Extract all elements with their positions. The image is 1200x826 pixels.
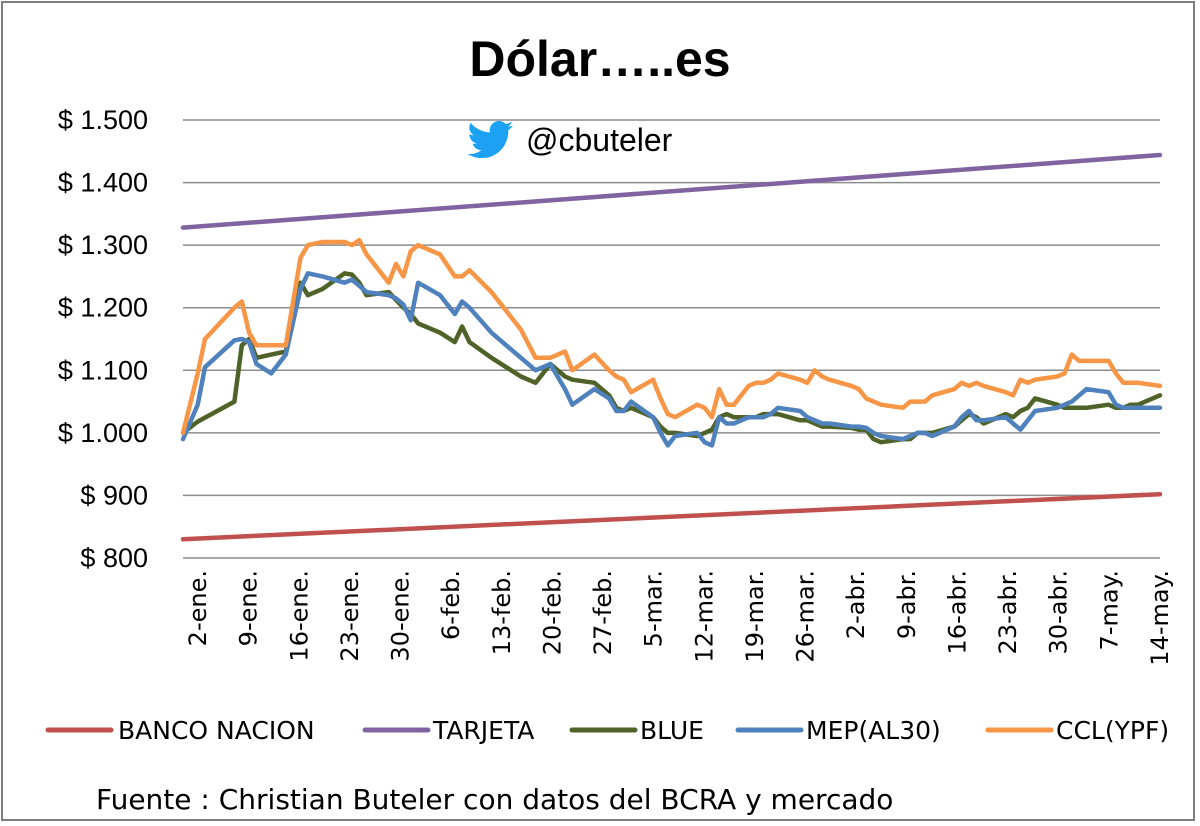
x-tick-label: 27-feb. xyxy=(589,570,617,655)
y-axis-ticks: $ 800 $ 900 $ 1.000 $ 1.100 $ 1.200 $ 1.300 $ … xyxy=(58,105,148,573)
y-tick-label: $ 1.400 xyxy=(58,168,148,198)
series-line-tarjeta xyxy=(180,152,1163,230)
y-tick-label: $ 1.200 xyxy=(58,293,148,323)
legend-label: CCL(YPF) xyxy=(1056,716,1169,745)
y-tick-label: $ 1.100 xyxy=(58,355,148,385)
x-tick-label: 2-abr. xyxy=(842,570,870,639)
chart-title: Dólar…..es xyxy=(469,31,731,87)
twitter-bird-icon xyxy=(468,121,514,159)
x-tick-label: 30-abr. xyxy=(1045,570,1073,654)
legend-label: TARJETA xyxy=(432,716,534,745)
x-tick-label: 9-ene. xyxy=(235,570,263,646)
subtitle-handle: @cbuteler xyxy=(526,121,673,158)
x-tick-label: 16-abr. xyxy=(943,570,971,654)
x-tick-label: 6-feb. xyxy=(437,570,465,640)
x-axis-ticks: 2-ene. 9-ene. 16-ene. 23-ene. 30-ene. 6-feb. 1… xyxy=(184,570,1174,666)
x-tick-label: 26-mar. xyxy=(792,570,820,663)
legend-label: BLUE xyxy=(640,716,704,745)
series-line-ccl-ypf xyxy=(180,237,1163,436)
x-tick-label: 23-abr. xyxy=(994,570,1022,654)
x-tick-label: 5-mar. xyxy=(640,570,668,647)
x-tick-label: 9-abr. xyxy=(893,570,921,639)
x-tick-label: 30-ene. xyxy=(387,570,415,662)
y-tick-label: $ 800 xyxy=(80,543,148,573)
x-tick-label: 16-ene. xyxy=(285,570,313,662)
x-tick-label: 13-feb. xyxy=(488,570,516,655)
x-tick-label: 7-may. xyxy=(1095,570,1123,650)
series-line-banco-nacion xyxy=(180,491,1163,542)
x-tick-label: 19-mar. xyxy=(741,570,769,663)
gridlines xyxy=(183,119,1160,559)
legend-label: BANCO NACION xyxy=(118,716,315,745)
y-tick-label: $ 1.300 xyxy=(58,230,148,260)
x-tick-label: 23-ene. xyxy=(336,570,364,662)
x-tick-label: 12-mar. xyxy=(690,570,718,663)
x-tick-label: 20-feb. xyxy=(538,570,566,655)
x-tick-label: 2-ene. xyxy=(184,570,212,646)
legend: BANCO NACION TARJETA BLUE MEP(AL30) CCL(YPF) xyxy=(45,716,1169,745)
series-line-mep-al30 xyxy=(180,271,1163,448)
series-lines xyxy=(180,152,1163,542)
legend-label: MEP(AL30) xyxy=(806,716,941,745)
y-tick-label: $ 1.500 xyxy=(58,105,148,135)
source-note: Fuente : Christian Buteler con datos del… xyxy=(96,783,894,816)
twitter-handle: @cbuteler xyxy=(468,120,672,160)
y-tick-label: $ 1.000 xyxy=(58,418,148,448)
y-tick-label: $ 900 xyxy=(80,480,148,510)
x-tick-label: 14-may. xyxy=(1146,570,1174,666)
